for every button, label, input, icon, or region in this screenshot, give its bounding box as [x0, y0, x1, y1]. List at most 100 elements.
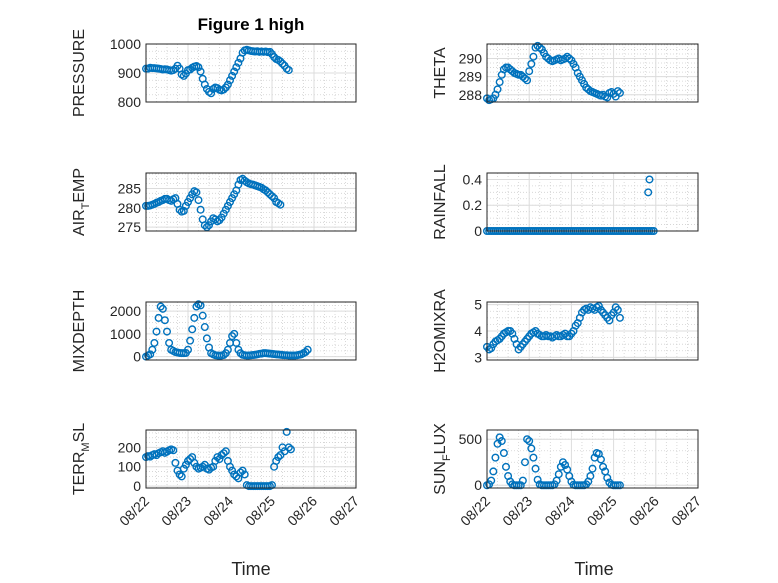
rainfall-plot-area [487, 173, 698, 231]
terr_msl-y-axis-label: TERRMSL [71, 423, 92, 495]
mixdepth-y-tick-label: 1000 [110, 326, 141, 342]
theta-point [523, 76, 532, 85]
mixdepth-point [232, 338, 241, 347]
sun_flux-point [603, 473, 612, 482]
h2omixra-series [483, 301, 624, 354]
pressure-point [265, 47, 274, 56]
terr_msl-point [284, 443, 293, 452]
h2omixra-panel: 3 4 5 H2OMIXRA [432, 289, 699, 373]
rainfall-panel: 0 0.2 0.4 RAINFALL [432, 164, 699, 240]
theta-y-tick-label: 288 [459, 87, 483, 103]
pressure-point [284, 66, 293, 75]
terr_msl-y-tick-label: 0 [133, 478, 141, 494]
mixdepth-point [162, 327, 171, 336]
terr_msl-point [181, 460, 190, 469]
terr_msl-point [236, 468, 245, 477]
air_temp-point [183, 197, 192, 206]
rainfall-y-axis-label: RAINFALL [432, 164, 449, 240]
mixdepth-y-axis-label: MIXDEPTH [71, 290, 88, 373]
sun_flux-point [556, 462, 565, 471]
air_temp-point [192, 188, 201, 197]
h2omixra-y-tick-label: 3 [474, 349, 482, 365]
mixdepth-point [190, 313, 199, 322]
sun_flux-point [487, 476, 496, 485]
sun_flux-point [586, 472, 595, 481]
terr_msl-point [179, 464, 188, 473]
sun_flux-point [531, 464, 540, 473]
theta-point [565, 54, 574, 63]
terr_msl-point [215, 455, 224, 464]
mixdepth-point [192, 302, 201, 311]
h2omixra-point [615, 313, 624, 322]
pressure-point [278, 59, 287, 68]
terr_msl-x-tick-label: 08/24 [200, 493, 236, 529]
sun_flux-point [501, 462, 510, 471]
air_temp-point [194, 196, 203, 205]
x-axis-label-right: Time [574, 559, 613, 579]
mixdepth-axes-box [145, 301, 357, 361]
air_temp-series [142, 174, 285, 232]
mixdepth-point [165, 338, 174, 347]
theta-point [495, 78, 504, 87]
terr_msl-point [272, 456, 281, 465]
air_temp-point [268, 192, 277, 201]
mixdepth-point [152, 327, 161, 336]
h2omixra-y-tick-label: 5 [474, 297, 482, 313]
pressure-point [276, 57, 285, 66]
sun_flux-point [529, 453, 538, 462]
rainfall-y-tick-label: 0 [474, 223, 482, 239]
sun_flux-series [483, 433, 624, 490]
sun_flux-x-tick-label: 08/22 [457, 493, 493, 529]
mixdepth-y-tick-label: 0 [133, 349, 141, 365]
air_temp-point [276, 200, 285, 209]
pressure-y-tick-label: 1000 [110, 36, 141, 52]
rainfall-axes-box [486, 172, 699, 232]
pressure-y-tick-label: 800 [118, 94, 142, 110]
mixdepth-point [148, 345, 157, 354]
sun_flux-x-tick-label: 08/26 [626, 493, 662, 529]
pressure-point [219, 85, 228, 94]
rainfall-y-tick-label: 0.2 [463, 197, 483, 213]
sun_flux-point [523, 435, 532, 444]
sun_flux-point [520, 458, 529, 467]
theta-point [615, 88, 624, 97]
terr_msl-x-tick-label: 08/27 [326, 493, 362, 529]
h2omixra-point [594, 301, 603, 310]
pressure-point [232, 63, 241, 72]
terr_msl-plot-area [146, 430, 356, 488]
theta-point [520, 74, 529, 83]
terr_msl-point [211, 456, 220, 465]
terr_msl-panel: 0 100 200 TERRMSL 08/22 08/23 08/24 08/25 08/26 0… [71, 423, 362, 529]
terr_msl-point [177, 472, 186, 481]
air_temp-y-axis-label: AIRTEMP [71, 168, 92, 236]
terr_msl-point [225, 462, 234, 471]
sun_flux-y-tick-label: 500 [459, 431, 483, 447]
sun_flux-x-tick-label: 08/23 [499, 493, 535, 529]
air_temp-point [196, 205, 205, 214]
mixdepth-point [158, 304, 167, 313]
mixdepth-panel: 0 1000 2000 MIXDEPTH [71, 290, 357, 373]
theta-y-tick-label: 290 [459, 51, 483, 67]
rainfall-point [645, 175, 654, 184]
sun_flux-point [615, 481, 624, 490]
air_temp-point [200, 221, 209, 230]
theta-point [525, 67, 534, 76]
mixdepth-point [219, 350, 228, 359]
sun_flux-point [516, 481, 525, 490]
pressure-series [142, 45, 293, 98]
figure-title: Figure 1 high [198, 15, 305, 34]
theta-point [613, 87, 622, 96]
air_temp-point [219, 209, 228, 218]
sun_flux-point [489, 467, 498, 476]
mixdepth-point [228, 332, 237, 341]
terr_msl-point [286, 445, 295, 454]
mixdepth-point [186, 336, 195, 345]
terr_msl-y-tick-label: 200 [118, 439, 142, 455]
sun_flux-x-tick-label: 08/24 [541, 493, 577, 529]
h2omixra-y-tick-label: 4 [474, 323, 482, 339]
sun_flux-x-tick-label: 08/25 [584, 493, 620, 529]
h2omixra-y-axis-label: H2OMIXRA [432, 289, 449, 373]
air_temp-y-tick-label: 280 [118, 200, 142, 216]
